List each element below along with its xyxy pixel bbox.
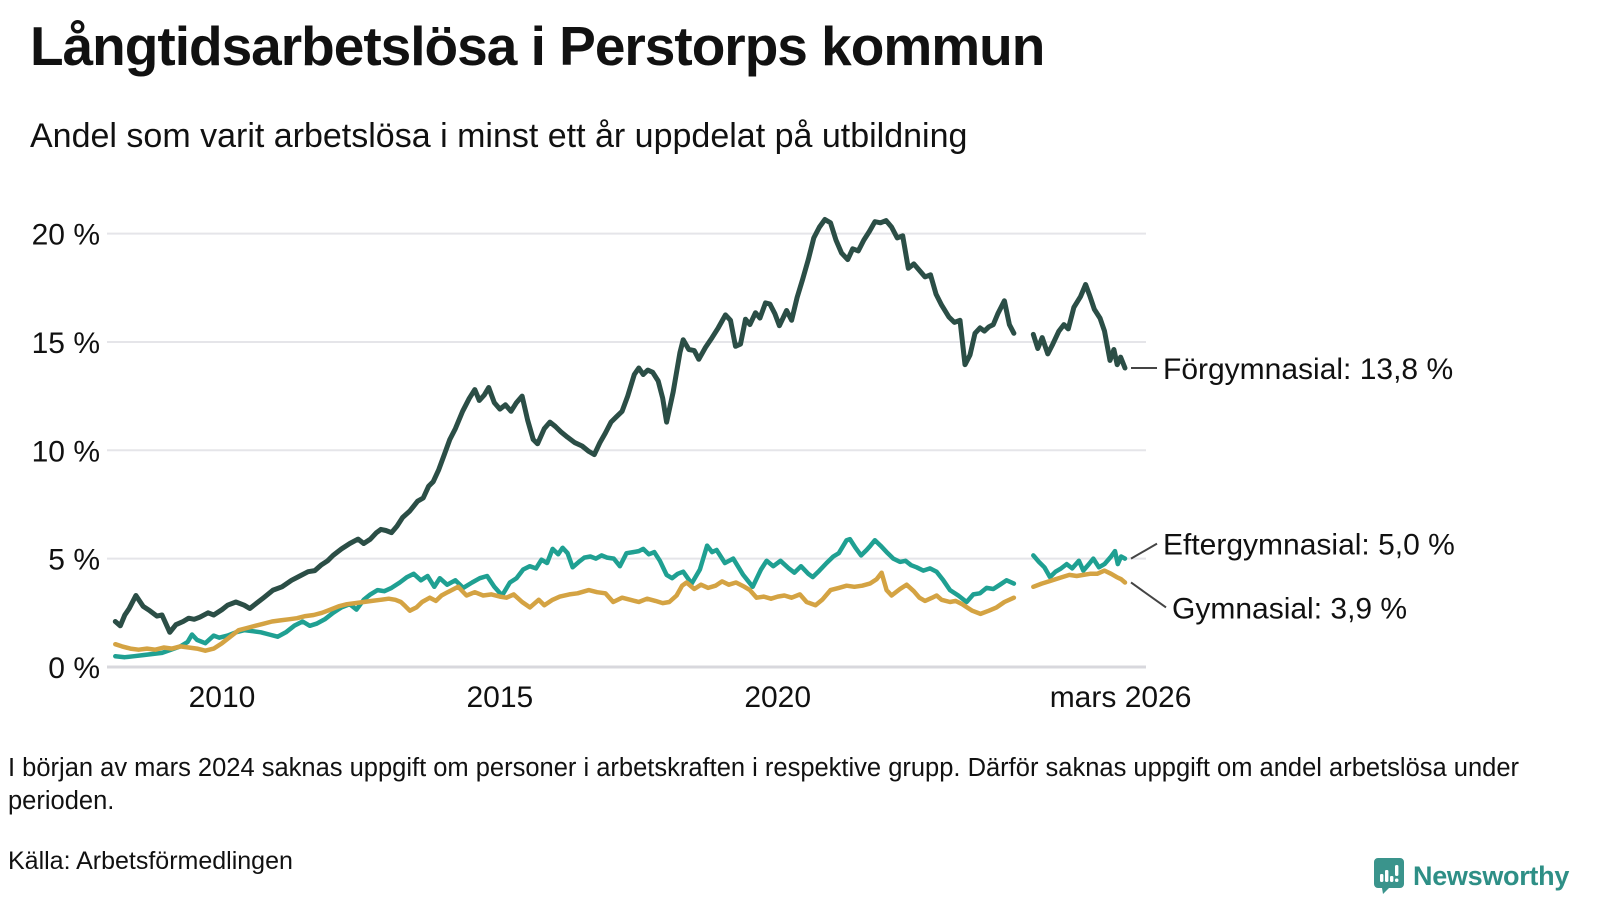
- page-subtitle: Andel som varit arbetslösa i minst ett å…: [30, 117, 968, 155]
- newsworthy-logo: Newsworthy: [1374, 858, 1569, 894]
- y-axis-label-10: 10 %: [32, 435, 100, 468]
- end-label-connector-gymnasial: [1130, 581, 1167, 609]
- series-line-gymnasial-seg1: [1031, 568, 1128, 590]
- end-label-gymnasial: Gymnasial: 3,9 %: [1172, 592, 1407, 625]
- series-line-forgymnasial-seg0: [112, 217, 1017, 635]
- series-line-eftergymnasial-seg0: [113, 536, 1017, 660]
- end-label-forgymnasial: Förgymnasial: 13,8 %: [1163, 353, 1453, 386]
- y-axis-label-5: 5 %: [48, 544, 100, 577]
- end-label-connector-eftergymnasial: [1130, 542, 1158, 560]
- x-axis-label-mars-2026: mars 2026: [1050, 681, 1192, 714]
- series-line-forgymnasial-seg1: [1030, 282, 1128, 371]
- y-axis-label-15: 15 %: [32, 327, 100, 360]
- page-title: Långtidsarbetslösa i Perstorps kommun: [30, 15, 1045, 77]
- chart-footnote: I början av mars 2024 saknas uppgift om …: [8, 754, 1519, 816]
- x-axis-label-2015: 2015: [466, 681, 533, 714]
- y-axis-label-20: 20 %: [32, 219, 100, 252]
- source-text: Källa: Arbetsförmedlingen: [8, 847, 293, 875]
- bar-chart-speech-bubble-icon: [1374, 858, 1404, 894]
- x-axis-label-2010: 2010: [189, 681, 256, 714]
- series-line-eftergymnasial-seg1: [1031, 548, 1128, 580]
- newsworthy-wordmark: Newsworthy: [1413, 860, 1570, 891]
- x-axis-label-2020: 2020: [744, 681, 811, 714]
- series-line-gymnasial-seg0: [113, 570, 1017, 653]
- end-label-eftergymnasial: Eftergymnasial: 5,0 %: [1163, 529, 1455, 562]
- y-axis-label-0: 0 %: [48, 652, 100, 685]
